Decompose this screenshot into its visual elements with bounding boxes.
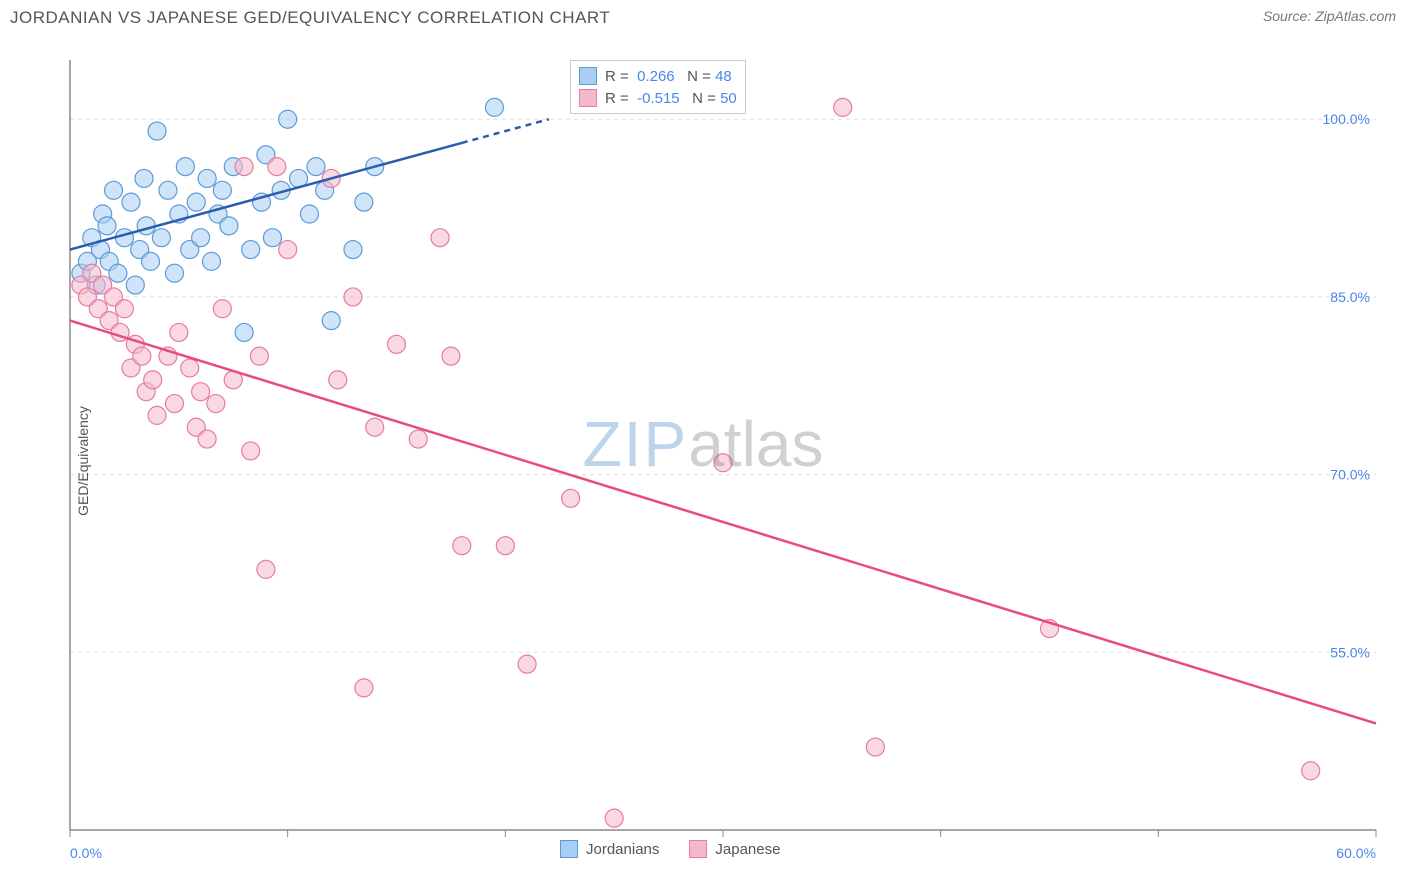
chart-title: JORDANIAN VS JAPANESE GED/EQUIVALENCY CO… xyxy=(10,8,610,28)
legend-item: Jordanians xyxy=(560,840,659,858)
stats-legend-box: R = 0.266 N = 48 R = -0.515 N = 50 xyxy=(570,60,746,114)
svg-text:0.0%: 0.0% xyxy=(70,845,102,861)
legend-item: Japanese xyxy=(689,840,780,858)
svg-text:55.0%: 55.0% xyxy=(1330,644,1370,660)
series-swatch xyxy=(579,89,597,107)
y-axis-label: GED/Equivalency xyxy=(75,406,91,516)
svg-text:85.0%: 85.0% xyxy=(1330,289,1370,305)
svg-text:60.0%: 60.0% xyxy=(1336,845,1376,861)
stats-row: R = 0.266 N = 48 xyxy=(579,65,737,87)
legend-swatch xyxy=(560,840,578,858)
bottom-legend: Jordanians Japanese xyxy=(560,840,780,858)
legend-label: Jordanians xyxy=(586,841,659,858)
source-label: Source: ZipAtlas.com xyxy=(1263,8,1396,28)
series-swatch xyxy=(579,67,597,85)
svg-text:70.0%: 70.0% xyxy=(1330,467,1370,483)
stats-text: R = 0.266 N = 48 xyxy=(605,68,732,85)
scatter-chart: 55.0% 70.0% 85.0% 100.0% 0.0% 60.0% xyxy=(10,40,1396,882)
stats-text: R = -0.515 N = 50 xyxy=(605,90,737,107)
svg-text:100.0%: 100.0% xyxy=(1323,111,1370,127)
stats-row: R = -0.515 N = 50 xyxy=(579,87,737,109)
legend-label: Japanese xyxy=(715,841,780,858)
legend-swatch xyxy=(689,840,707,858)
chart-area: GED/Equivalency 55.0% 70.0% 85.0% 100.0% 0.0… xyxy=(10,40,1396,882)
